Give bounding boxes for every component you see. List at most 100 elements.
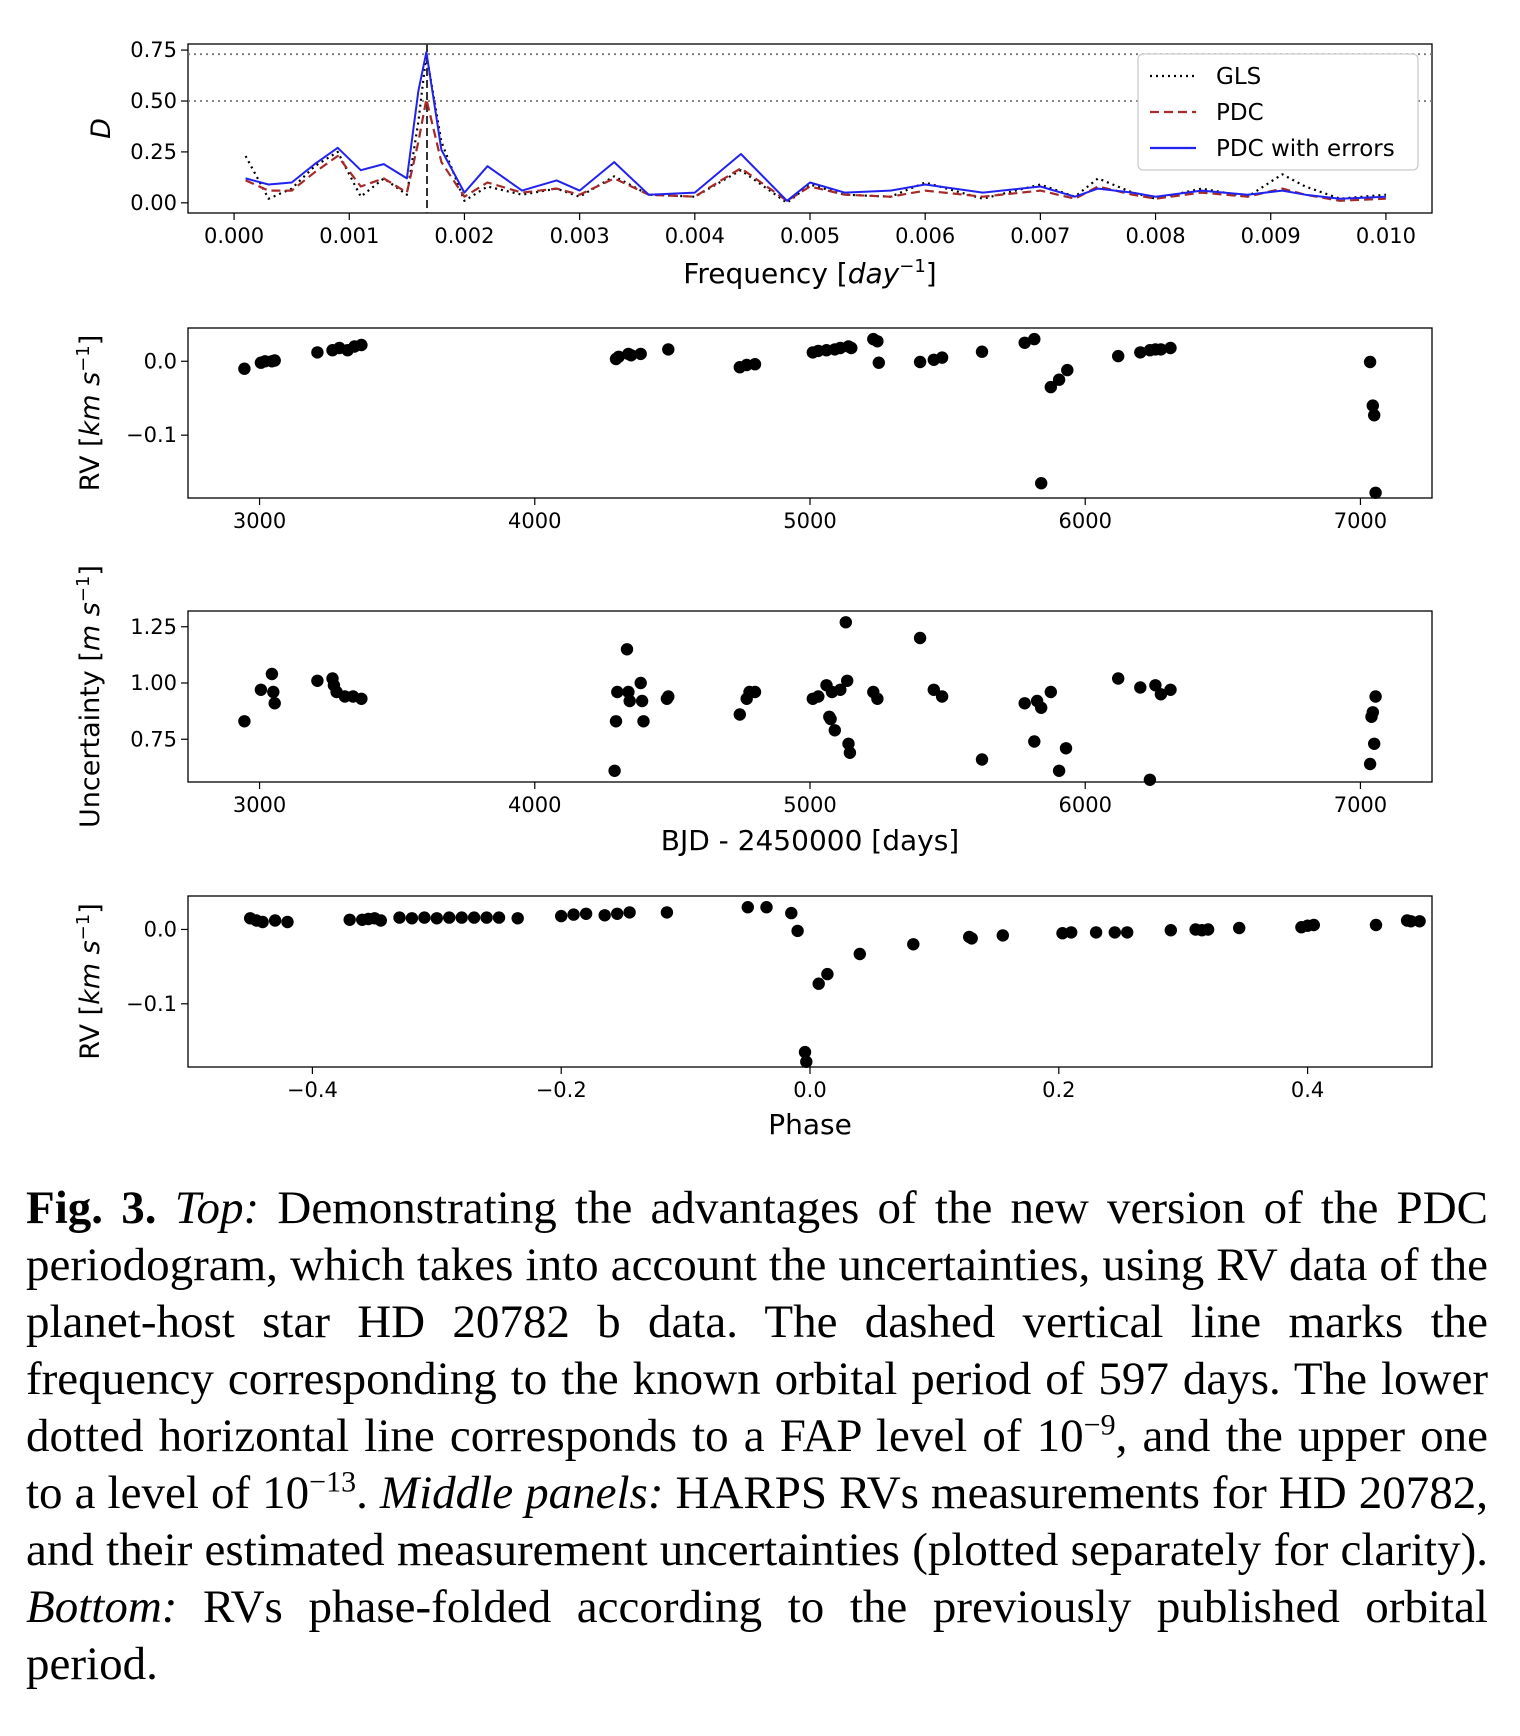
data-point — [839, 616, 852, 629]
x-tick-label: 0.005 — [780, 224, 840, 248]
rv-time-panel: 3000 4000 5000 6000 7000 0.0 −0.1 RV [km s−1] — [73, 327, 1433, 533]
data-point — [1035, 477, 1048, 490]
x-axis-label: Frequency [day−1] — [683, 256, 936, 290]
x-tick-label: 6000 — [1058, 793, 1111, 817]
x-tick-label: 0.000 — [204, 224, 264, 248]
data-point — [1044, 380, 1058, 394]
legend-label: PDC — [1216, 100, 1264, 126]
data-point — [798, 1045, 812, 1059]
data-point — [821, 967, 834, 981]
data-point — [492, 911, 506, 924]
x-tick-label: 5000 — [783, 793, 836, 817]
data-point — [1164, 341, 1177, 355]
series-line-pdc — [245, 97, 1386, 202]
data-point — [748, 685, 762, 699]
y-tick-label: 0.75 — [130, 38, 177, 62]
data-point — [265, 667, 279, 681]
data-point — [662, 690, 675, 703]
x-tick-label: −0.2 — [536, 1078, 587, 1102]
y-tick-label: 0.0 — [144, 349, 177, 373]
figure-caption: Fig. 3. Top: Demonstrating the advantage… — [26, 1180, 1488, 1693]
data-point — [281, 915, 294, 929]
data-point — [1035, 701, 1048, 714]
data-point — [1368, 409, 1381, 422]
data-point — [267, 685, 280, 699]
data-point — [579, 907, 593, 920]
x-tick-label: 0.2 — [1042, 1078, 1075, 1102]
periodogram-panel: 0.000 0.001 0.002 0.003 0.004 0.005 0.006 0.007… — [86, 38, 1433, 290]
data-point — [841, 674, 854, 687]
caption-sup: −9 — [1083, 1408, 1116, 1442]
x-tick-label: 0.006 — [895, 224, 955, 248]
y-axis-label: Uncertainty [m s−1] — [73, 565, 106, 828]
data-point — [355, 338, 368, 352]
data-point — [511, 912, 524, 925]
data-point — [1028, 735, 1041, 748]
y-axis-label: D — [86, 118, 117, 139]
data-point — [1164, 924, 1178, 937]
data-point — [623, 694, 636, 708]
data-point — [268, 697, 281, 710]
data-point — [1028, 332, 1041, 346]
x-tick-label: 0.003 — [550, 224, 610, 248]
data-point — [1018, 336, 1031, 349]
x-axis-label: BJD - 2450000 [days] — [661, 824, 959, 857]
data-point — [871, 692, 884, 705]
data-point — [853, 947, 866, 961]
data-point — [1052, 764, 1066, 777]
data-point — [623, 906, 636, 919]
data-point — [975, 753, 989, 766]
data-point — [1368, 737, 1381, 750]
data-point — [1018, 697, 1031, 710]
x-tick-label: 0.002 — [434, 224, 494, 248]
data-point — [812, 690, 825, 703]
data-point — [1112, 349, 1125, 363]
data-point — [355, 692, 368, 705]
data-point — [871, 335, 884, 348]
data-point — [935, 351, 949, 364]
data-point — [733, 708, 746, 721]
series-line-pdc-with-errors — [245, 51, 1386, 202]
caption-bottom-label: Bottom: — [26, 1581, 178, 1633]
data-point — [785, 906, 798, 920]
data-point — [843, 746, 857, 759]
x-tick-label: 3000 — [233, 793, 286, 817]
x-tick-label: 7000 — [1334, 509, 1387, 533]
data-point — [311, 674, 324, 687]
y-tick-label: 1.00 — [130, 671, 177, 695]
figure: 0.000 0.001 0.002 0.003 0.004 0.005 0.006 0.007… — [73, 38, 1433, 1141]
data-point — [1363, 355, 1377, 369]
data-point — [996, 929, 1009, 942]
y-tick-label: 0.25 — [130, 140, 177, 164]
x-tick-label: 0.009 — [1241, 224, 1301, 248]
data-point — [1363, 757, 1377, 771]
y-axis-label: RV [km s−1] — [73, 903, 106, 1060]
data-point — [608, 764, 621, 777]
x-tick-label: 0.008 — [1125, 224, 1185, 248]
data-point — [1413, 915, 1426, 928]
data-point — [812, 977, 825, 990]
y-tick-label: 0.00 — [130, 191, 177, 215]
data-point — [1307, 918, 1321, 932]
x-tick-label: 3000 — [233, 509, 286, 533]
data-point — [598, 909, 611, 922]
data-point — [609, 715, 623, 728]
data-point — [845, 341, 858, 355]
data-point — [311, 346, 324, 359]
data-point — [1233, 921, 1246, 935]
data-point — [927, 683, 940, 696]
data-point — [662, 343, 675, 356]
y-tick-label: 1.25 — [130, 615, 177, 639]
data-point — [1366, 399, 1380, 412]
data-point — [748, 358, 762, 371]
data-point — [634, 676, 647, 690]
data-point — [343, 913, 356, 926]
data-point — [1061, 363, 1074, 377]
data-point — [1154, 343, 1168, 356]
data-point — [1369, 486, 1382, 499]
data-point — [1134, 346, 1147, 359]
data-point — [430, 912, 443, 925]
caption-fig-label: Fig. 3. — [26, 1182, 157, 1234]
data-point — [975, 345, 989, 358]
data-point — [1143, 773, 1157, 786]
